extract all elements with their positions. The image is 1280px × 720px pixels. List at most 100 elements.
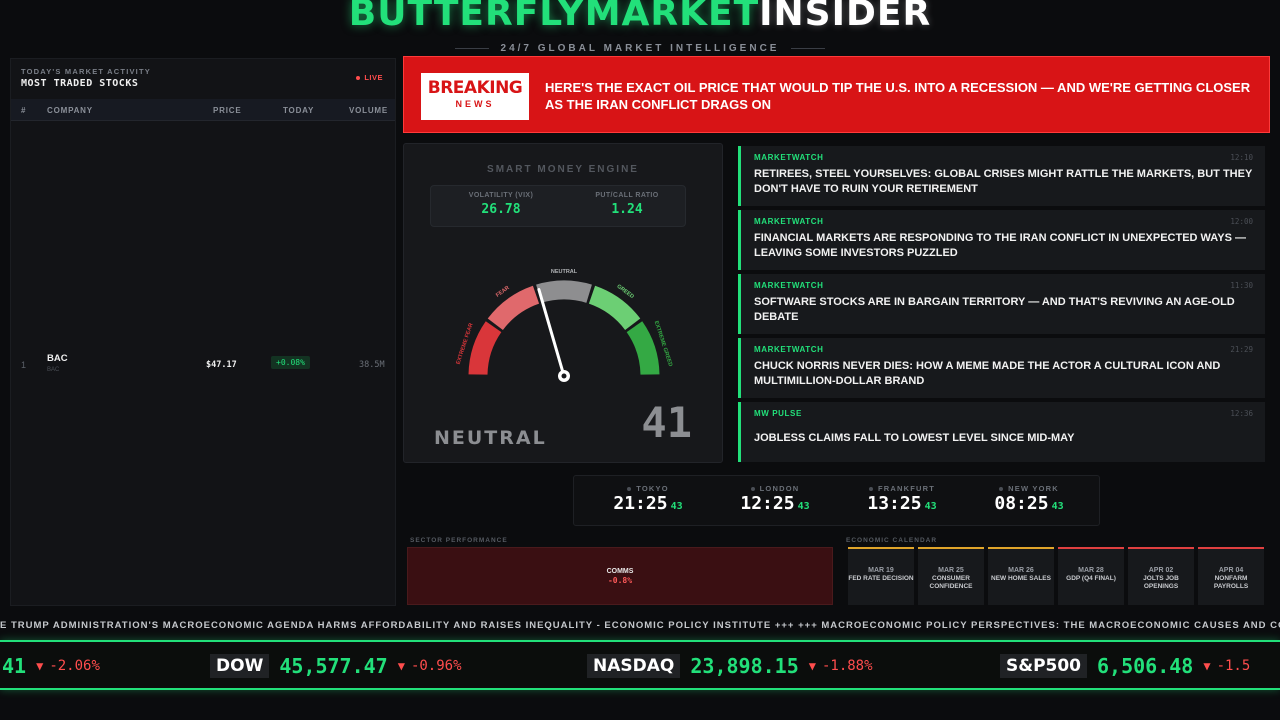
event-date: APR 04 — [1218, 567, 1244, 574]
col-volume[interactable]: VOLUME — [349, 106, 389, 115]
table-row[interactable]: 1 BAC BAC $47.17 +0.08% 38.5M — [11, 347, 395, 381]
news-item[interactable]: MW PULSE 12:36 Jobless claims fall to lo… — [738, 402, 1265, 462]
brand-tagline: 24/7 GLOBAL MARKET INTELLIGENCE — [0, 43, 1280, 54]
news-headline[interactable]: Chuck Norris never dies: How a meme made… — [754, 360, 1221, 387]
index-value: 41 — [2, 654, 27, 678]
world-clocks: TOKYO 21:25 43 LONDON 12:25 43 FRANKFURT 1… — [573, 475, 1100, 526]
news-headline[interactable]: Financial markets are responding to the … — [754, 232, 1246, 259]
clock-city: TOKYO — [588, 484, 708, 493]
index-item[interactable]: DOW 45,577.47 ▼ -0.96% — [210, 654, 462, 678]
event-date: APR 02 — [1148, 567, 1174, 574]
clock-city: FRANKFURT — [842, 484, 962, 493]
news-ticker[interactable]: E TRUMP ADMINISTRATION'S MACROECONOMIC A… — [0, 620, 1280, 631]
sentiment-gauge: EXTREME FEAR FEAR NEUTRAL GREED EXTREME … — [456, 269, 673, 382]
brand-part-2: INSIDER — [759, 0, 932, 34]
economic-calendar: MAR 19 FED RATE DECISION MAR 25 CONSUMER… — [846, 547, 1266, 605]
smart-money-title: SMART MONEY ENGINE — [487, 164, 639, 175]
sector-tile-comms[interactable]: COMMS -0.8% — [407, 547, 833, 605]
down-arrow-icon: ▼ — [36, 659, 44, 673]
col-price[interactable]: PRICE — [213, 106, 242, 115]
calendar-event[interactable]: MAR 19 FED RATE DECISION — [848, 547, 914, 605]
clock-city: NEW YORK — [969, 484, 1089, 493]
news-source: MARKETWATCH — [754, 153, 824, 162]
gauge-zone-neutral — [536, 280, 592, 303]
breaking-news-banner[interactable]: BREAKING NEWS Here's the exact oil price… — [403, 56, 1270, 133]
panel-subtitle: TODAY'S MARKET ACTIVITY — [21, 67, 151, 76]
pcr-value: 1.24 — [611, 202, 643, 217]
down-arrow-icon: ▼ — [397, 659, 405, 673]
gauge-zone-extreme-greed — [626, 321, 660, 376]
index-item[interactable]: S&P500 6,506.48 ▼ -1.5 — [1000, 654, 1250, 678]
row-rank: 1 — [21, 360, 27, 370]
down-arrow-icon: ▼ — [808, 659, 816, 673]
live-badge: LIVE — [356, 73, 383, 82]
news-item[interactable]: MARKETWATCH 12:00 Financial markets are … — [738, 210, 1265, 270]
clock-london: LONDON 12:25 43 — [715, 476, 835, 514]
event-date: MAR 19 — [868, 567, 894, 574]
gauge-label-fear: FEAR — [495, 285, 511, 299]
clock-seconds: 43 — [670, 501, 683, 512]
vix-value: 26.78 — [481, 202, 521, 217]
table-header: # COMPANY PRICE TODAY VOLUME — [11, 99, 395, 121]
event-name: JOLTS JOB OPENINGS — [1143, 575, 1179, 590]
most-traded-panel: TODAY'S MARKET ACTIVITY MOST TRADED STOC… — [10, 58, 396, 606]
news-headline[interactable]: Retirees, steel yourselves: Global crise… — [754, 168, 1253, 195]
clock-city: LONDON — [715, 484, 835, 493]
vix-metric: VOLATILITY (VIX) 26.78 — [437, 192, 565, 217]
news-item[interactable]: MARKETWATCH 12:10 Retirees, steel yourse… — [738, 146, 1265, 206]
gauge-needle — [537, 288, 566, 378]
breaking-headline[interactable]: Here's the exact oil price that would ti… — [545, 80, 1251, 112]
news-headline[interactable]: Jobless claims fall to lowest level sinc… — [754, 432, 1075, 444]
panel-title: MOST TRADED STOCKS — [21, 78, 139, 89]
col-rank[interactable]: # — [21, 106, 27, 115]
calendar-event[interactable]: MAR 26 NEW HOME SALES — [988, 547, 1054, 605]
news-source: MARKETWATCH — [754, 217, 824, 226]
calendar-event[interactable]: APR 04 NONFARM PAYROLLS — [1198, 547, 1264, 605]
index-ticker-bar: 41 ▼ -2.06% DOW 45,577.47 ▼ -0.96% NASDAQ 23,8… — [0, 640, 1280, 690]
col-today[interactable]: TODAY — [283, 106, 315, 115]
index-name: S&P500 — [1000, 654, 1088, 678]
row-volume: 38.5M — [359, 360, 385, 370]
pcr-metric: PUT/CALL RATIO 1.24 — [563, 192, 691, 217]
news-headline[interactable]: Software stocks are in bargain territory… — [754, 296, 1235, 323]
clock-seconds: 43 — [797, 501, 810, 512]
clock-time: 08:25 — [994, 493, 1049, 514]
calendar-event[interactable]: APR 02 JOLTS JOB OPENINGS — [1128, 547, 1194, 605]
clock-time: 13:25 — [867, 493, 922, 514]
index-item[interactable]: NASDAQ 23,898.15 ▼ -1.88% — [587, 654, 873, 678]
event-name: GDP (Q4 FINAL) — [1066, 575, 1116, 582]
col-company[interactable]: COMPANY — [47, 106, 93, 115]
gauge-zone-greed — [588, 285, 641, 331]
clock-time: 21:25 — [613, 493, 668, 514]
gauge-zone-extreme-fear — [468, 321, 502, 376]
calendar-event[interactable]: MAR 28 GDP (Q4 FINAL) — [1058, 547, 1124, 605]
sentiment-value: 41 — [641, 398, 692, 447]
gauge-hub-center — [561, 373, 567, 379]
event-name: NONFARM PAYROLLS — [1213, 575, 1249, 590]
sector-name: COMMS — [606, 568, 634, 575]
event-date: MAR 26 — [1008, 567, 1034, 574]
index-name: DOW — [210, 654, 270, 678]
clock-new-york: NEW YORK 08:25 43 — [969, 476, 1089, 514]
row-change: +0.08% — [271, 356, 310, 369]
news-item[interactable]: MARKETWATCH 21:29 Chuck Norris never die… — [738, 338, 1265, 398]
news-source: MW PULSE — [754, 409, 802, 418]
event-date: MAR 28 — [1078, 567, 1104, 574]
metrics-box: VOLATILITY (VIX) 26.78 PUT/CALL RATIO 1.… — [430, 185, 686, 227]
news-item[interactable]: MARKETWATCH 11:30 Software stocks are in… — [738, 274, 1265, 334]
clock-seconds: 43 — [1051, 501, 1064, 512]
news-time: 21:29 — [1230, 345, 1253, 354]
index-name: NASDAQ — [587, 654, 681, 678]
breaking-news-badge: BREAKING NEWS — [421, 73, 529, 120]
index-change: -0.96% — [410, 658, 462, 674]
index-value: 45,577.47 — [279, 654, 388, 678]
calendar-event[interactable]: MAR 25 CONSUMER CONFIDENCE — [918, 547, 984, 605]
index-item[interactable]: 41 ▼ -2.06% — [2, 654, 100, 678]
row-ticker: BAC — [47, 367, 60, 373]
clock-seconds: 43 — [924, 501, 937, 512]
event-name: NEW HOME SALES — [991, 575, 1051, 582]
index-value: 23,898.15 — [690, 654, 799, 678]
news-feed: MARKETWATCH 12:10 Retirees, steel yourse… — [738, 146, 1265, 466]
index-change: -2.06% — [49, 658, 100, 674]
news-source: MARKETWATCH — [754, 281, 824, 290]
